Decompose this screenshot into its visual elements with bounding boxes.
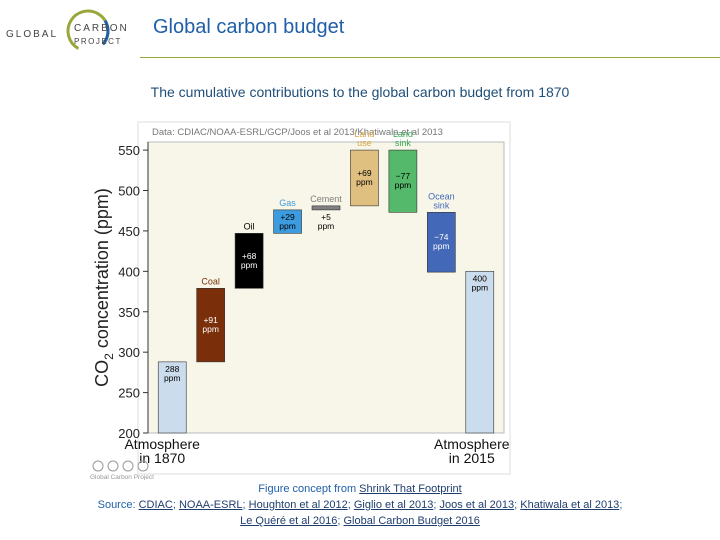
bar-oil: [234, 233, 264, 289]
separator: ;: [337, 515, 344, 527]
separator: ;: [514, 499, 521, 511]
bar-value-land-use: +69 ppm: [356, 168, 373, 187]
y-tick-label: 400: [118, 264, 140, 279]
source-prefix: Source:: [97, 499, 139, 511]
separator: ;: [619, 499, 623, 511]
separator: ;: [242, 499, 249, 511]
bar-land-use: [350, 149, 379, 207]
bar-value-land-sink: −77 ppm: [395, 171, 412, 190]
y-tick-label: 250: [118, 386, 140, 401]
source-link[interactable]: NOAA-ESRL: [178, 499, 243, 511]
source-line-2: Le Quéré et al 2016; Global Carbon Budge…: [0, 513, 720, 529]
bar-label-oil: Oil: [244, 221, 255, 231]
concept-prefix: Figure concept from: [258, 483, 360, 495]
bar-value-atm-2015: 400 ppm: [472, 273, 489, 292]
bar-ocean-sink: [427, 212, 456, 273]
source-line: Source: CDIAC; NOAA-ESRL; Houghton et al…: [0, 497, 720, 513]
bar-cement: [311, 205, 341, 211]
bar-value-oil: +68 ppm: [241, 251, 258, 270]
separator: ;: [433, 499, 440, 511]
bar-label-coal: Coal: [201, 276, 220, 286]
separator: ;: [172, 499, 179, 511]
page-title: Global carbon budget: [153, 16, 345, 38]
gcp-logo: GLOBAL CARBON PROJECT: [6, 6, 136, 56]
bar-land-sink: [388, 149, 418, 213]
concept-line: Figure concept from Shrink That Footprin…: [0, 481, 720, 497]
bar-label-gas: Gas: [279, 198, 296, 208]
bar-atm-2015: [465, 271, 495, 434]
source-link[interactable]: Houghton et al 2012: [248, 499, 348, 511]
bar-value-coal: +91 ppm: [202, 315, 219, 334]
license-text: Global Carbon Project: [90, 474, 154, 480]
slide-subtitle: The cumulative contributions to the glob…: [150, 84, 570, 100]
plot-area: [147, 141, 505, 434]
logo-text-project: PROJECT: [74, 37, 122, 46]
logo-text-global: GLOBAL: [6, 29, 58, 40]
y-tick-label: 450: [118, 224, 140, 239]
bar-label-cement: Cement: [310, 194, 342, 204]
link-shrink-that-footprint[interactable]: Shrink That Footprint: [359, 483, 462, 495]
source-link[interactable]: Global Carbon Budget 2016: [343, 515, 480, 527]
separator: ;: [347, 499, 354, 511]
bar-label-land-sink: Land sink: [393, 129, 413, 148]
y-axis-label: CO2 concentration (ppm): [92, 188, 116, 387]
source-link[interactable]: Joos et al 2013: [439, 499, 515, 511]
title-rule: [140, 57, 720, 58]
chart-source-label: Data: CDIAC/NOAA-ESRL/GCP/Joos et al 201…: [152, 127, 443, 138]
license-icon: [107, 460, 119, 472]
x-label-1870: Atmosphere in 1870: [124, 436, 200, 466]
bar-value-gas: +29 ppm: [279, 212, 296, 231]
figure-credits: Figure concept from Shrink That Footprin…: [0, 481, 720, 529]
y-tick-label: 500: [118, 184, 140, 199]
license-icon: [122, 460, 134, 472]
bar-value-ocean-sink: −74 ppm: [433, 232, 450, 251]
waterfall-chart: Data: CDIAC/NOAA-ESRL/GCP/Joos et al 201…: [90, 121, 511, 480]
license-icon: [92, 460, 104, 472]
bar-value-cement: +5 ppm: [318, 212, 335, 231]
y-tick-label: 300: [118, 345, 140, 360]
license-icon: [137, 460, 149, 472]
bar-label-land-use: Land use: [354, 129, 374, 148]
source-link[interactable]: Giglio et al 2013: [353, 499, 434, 511]
bar-gas: [273, 209, 302, 234]
source-link[interactable]: Le Quéré et al 2016: [240, 515, 338, 527]
bar-coal: [196, 288, 225, 363]
y-tick-label: 200: [118, 426, 140, 441]
logo-text-carbon: CARBON: [74, 23, 129, 34]
bar-value-atm-1870: 288 ppm: [164, 364, 181, 383]
bar-atm-1870: [157, 361, 187, 434]
x-label-2015: Atmosphere in 2015: [434, 436, 510, 466]
source-link[interactable]: Khatiwala et al 2013: [520, 499, 620, 511]
y-tick-label: 550: [118, 143, 140, 158]
source-link[interactable]: CDIAC: [138, 499, 173, 511]
y-tick-label: 350: [118, 305, 140, 320]
bar-label-ocean-sink: Ocean sink: [428, 191, 455, 210]
